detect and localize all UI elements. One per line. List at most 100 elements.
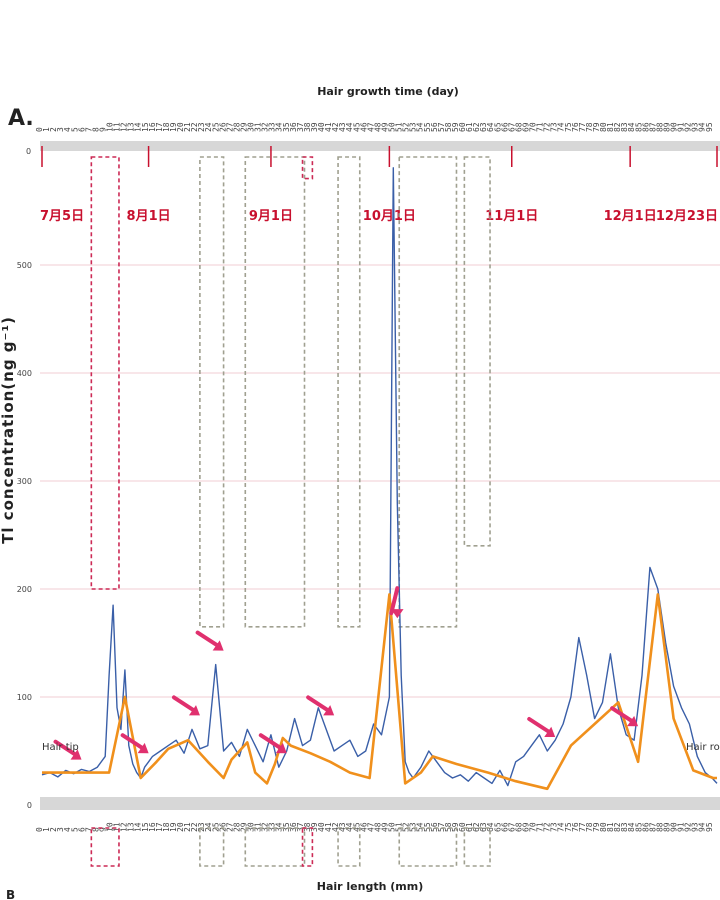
top-scale-tick: 50 [388, 122, 397, 132]
top-scale-tick: 27 [225, 122, 234, 132]
top-scale-tick: 5 [70, 127, 79, 132]
date-label: 12月1日 [604, 209, 657, 224]
bottom-scale-tick: 44 [345, 822, 354, 832]
top-scale-tick: 90 [670, 122, 679, 132]
highlight-boxes [90, 156, 491, 867]
bottom-scale-tick: 41 [324, 822, 333, 832]
bottom-scale-tick: 25 [211, 822, 220, 832]
top-scale-tick: 75 [564, 122, 573, 132]
top-scale-tick: 7 [84, 127, 93, 132]
highlight-box-gray [398, 156, 458, 628]
top-scale-tick: 65 [493, 122, 502, 132]
top-scale-tick: 73 [550, 122, 559, 132]
bottom-scale-tick: 16 [148, 822, 157, 832]
top-scale-tick: 84 [627, 122, 636, 132]
highlight-box-red [90, 156, 120, 590]
y-tick-label: 400 [17, 369, 32, 378]
bottom-scale-tick: 8 [91, 827, 100, 832]
top-scale-tick: 25 [211, 122, 220, 132]
date-ticks: 7月5日 8月1日 9月1日 10月1日 11月1日 12月1日 12月23日 [40, 146, 718, 224]
top-scale-tick: 12 [120, 122, 129, 132]
top-scale-tick: 59 [451, 122, 460, 132]
bottom-scale-tick: 45 [352, 822, 361, 832]
highlight-box-red [301, 156, 314, 180]
y-axis-title: Tl concentration(ng g⁻¹) [0, 316, 17, 544]
highlight-box-bottom-gray [199, 827, 225, 867]
bottom-scale-tick: 58 [444, 822, 453, 832]
top-scale-tick: 24 [204, 122, 213, 132]
bottom-scale-tick: 92 [684, 822, 693, 832]
top-scale-tick: 64 [486, 122, 495, 132]
top-scale-tick: 95 [705, 122, 714, 132]
top-scale-tick: 20 [176, 122, 185, 132]
top-scale-tick: 13 [127, 122, 136, 132]
top-scale-tick: 77 [578, 122, 587, 132]
bottom-scale-tick: 57 [437, 822, 446, 832]
y-axis-ticks: 0 100 200 300 400 500 [17, 261, 32, 810]
top-scale-tick: 60 [458, 122, 467, 132]
bottom-scale-tick: 85 [634, 822, 643, 832]
top-scale-tick: 1 [42, 127, 51, 132]
bottom-scale-tick: 7 [84, 827, 93, 832]
trend-line [42, 593, 717, 791]
top-scale-tick: 29 [239, 122, 248, 132]
bottom-scale-tick: 93 [691, 822, 700, 832]
bottom-scale-tick: 61 [465, 822, 474, 832]
top-scale-tick: 79 [592, 122, 601, 132]
top-scale-tick: 93 [691, 122, 700, 132]
top-scale-tick: 81 [606, 122, 615, 132]
top-scale-tick: 68 [514, 122, 523, 132]
bottom-scale-tick: 6 [77, 827, 86, 832]
y-tick-label: 300 [17, 477, 32, 486]
bottom-scale-tick: 40 [317, 822, 326, 832]
top-scale-tick: 17 [155, 122, 164, 132]
top-scale-tick: 8 [91, 127, 100, 132]
y-tick-label: 100 [17, 693, 32, 702]
bottom-scale-tick: 17 [155, 822, 164, 832]
bottom-scale-tick: 29 [239, 822, 248, 832]
top-scale-tick: 46 [359, 122, 368, 132]
top-scale-tick: 16 [148, 122, 157, 132]
event-arrow [610, 706, 639, 727]
highlight-box-gray [337, 156, 361, 628]
bottom-scale-tick: 51 [395, 822, 404, 832]
event-arrow [195, 630, 224, 651]
bottom-scale-tick: 76 [571, 822, 580, 832]
top-scale-tick: 71 [536, 122, 545, 132]
bottom-scale-tick: 79 [592, 822, 601, 832]
top-scale-tick: 18 [162, 122, 171, 132]
top-scale-tick: 53 [409, 122, 418, 132]
top-scale-tick: 15 [141, 122, 150, 132]
bottom-scale-tick: 63 [479, 822, 488, 832]
top-scale-tick: 43 [338, 122, 347, 132]
bottom-scale-tick: 68 [514, 822, 523, 832]
top-scale-tick: 21 [183, 122, 192, 132]
top-scale-tick: 94 [698, 122, 707, 132]
bottom-scale-tick: 21 [183, 822, 192, 832]
y-tick-label: 500 [17, 261, 32, 270]
bottom-axis-title: Hair length (mm) [317, 880, 424, 893]
bottom-scale-tick: 65 [493, 822, 502, 832]
bottom-scale-tick: 26 [218, 822, 227, 832]
bottom-scale-tick: 32 [261, 822, 270, 832]
bottom-scale-tick: 77 [578, 822, 587, 832]
event-arrow [527, 717, 556, 737]
highlight-box-bottom-gray [244, 827, 306, 867]
top-scale-tick: 87 [648, 122, 657, 132]
bottom-length-scale: 0123456789101112131415161718192021222324… [35, 822, 714, 832]
bottom-scale-tick: 19 [169, 822, 178, 832]
bottom-scale-tick: 23 [197, 822, 206, 832]
bottom-scale-tick: 42 [331, 822, 340, 832]
top-scale-tick: 76 [571, 122, 580, 132]
top-scale-tick: 4 [63, 127, 72, 132]
event-arrow [171, 695, 200, 716]
bottom-scale-tick: 13 [127, 822, 136, 832]
top-scale-tick: 52 [402, 122, 411, 132]
bottom-scale-tick: 72 [543, 822, 552, 832]
bottom-scale-tick: 71 [536, 822, 545, 832]
top-scale-tick: 56 [430, 122, 439, 132]
date-label: 12月23日 [656, 209, 718, 224]
top-scale-tick: 6 [77, 127, 86, 132]
top-scale-tick: 34 [275, 122, 284, 132]
